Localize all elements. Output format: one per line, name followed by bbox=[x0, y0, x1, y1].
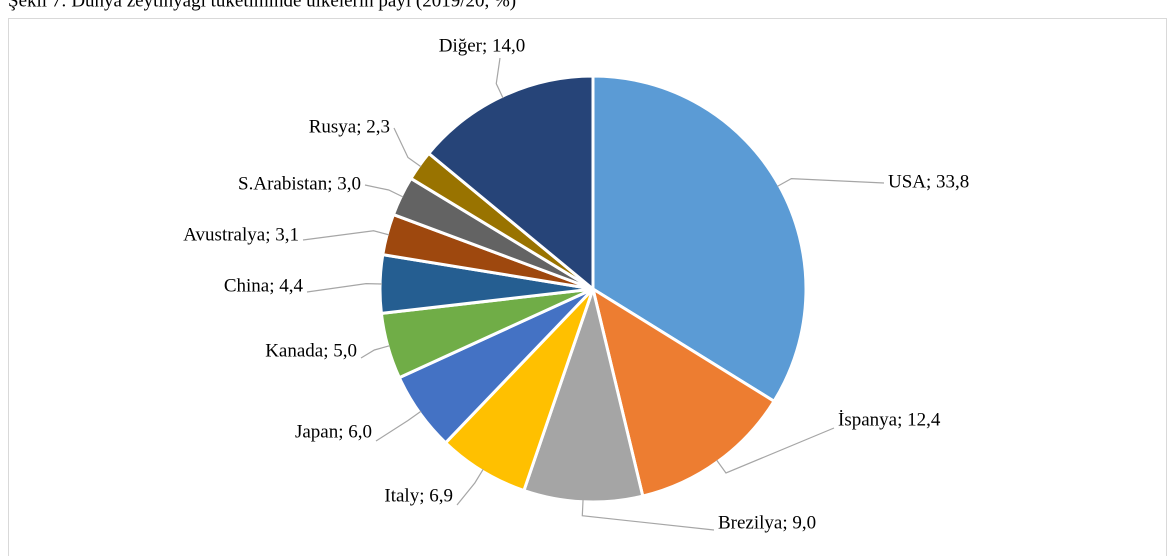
leader-line bbox=[393, 127, 422, 168]
data-label: Diğer; 14,0 bbox=[439, 35, 526, 56]
leader-line bbox=[456, 468, 484, 506]
data-label: Brezilya; 9,0 bbox=[718, 512, 816, 533]
data-label: Avustralya; 3,1 bbox=[183, 224, 299, 245]
data-label: İspanya; 12,4 bbox=[838, 409, 941, 430]
data-label: China; 4,4 bbox=[224, 275, 304, 296]
leader-line bbox=[364, 184, 404, 198]
leader-line bbox=[716, 427, 835, 474]
leader-line bbox=[495, 57, 504, 99]
leader-line bbox=[360, 345, 390, 359]
data-label: Italy; 6,9 bbox=[384, 485, 453, 506]
chart-title: Şekil 7: Dünya zeytinyağı tüketiminde ül… bbox=[8, 0, 516, 11]
leader-line bbox=[302, 230, 390, 241]
leader-line bbox=[777, 177, 885, 187]
data-label: Rusya; 2,3 bbox=[309, 116, 390, 137]
data-label: S.Arabistan; 3,0 bbox=[238, 173, 361, 194]
leader-line bbox=[306, 283, 383, 293]
data-label: USA; 33,8 bbox=[888, 171, 969, 192]
data-label: Kanada; 5,0 bbox=[265, 340, 357, 361]
leader-line bbox=[375, 410, 422, 442]
leader-line bbox=[581, 499, 715, 531]
data-label: Japan; 6,0 bbox=[295, 421, 372, 442]
chart-frame bbox=[8, 18, 1167, 556]
